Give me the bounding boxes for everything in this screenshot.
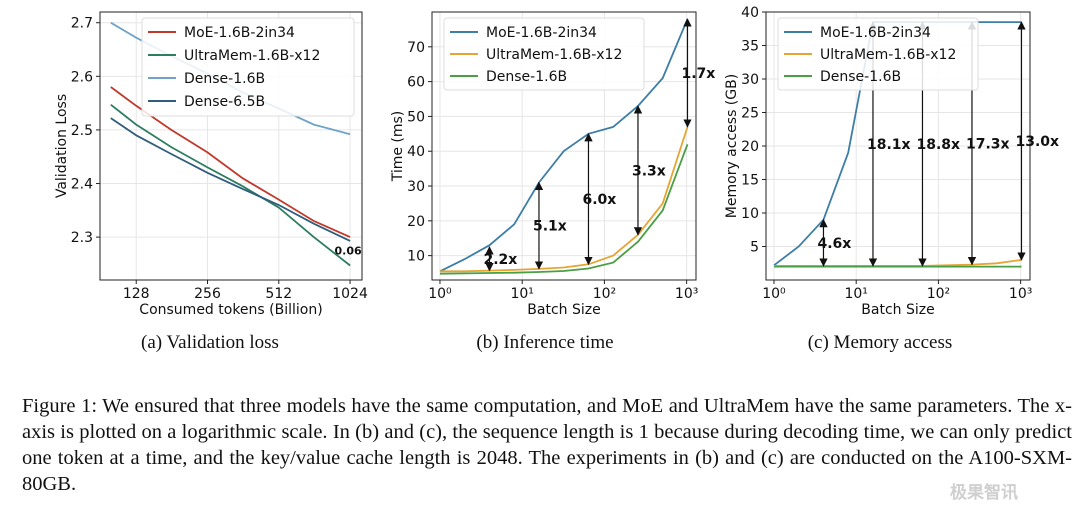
x-tick-label: 10³ [1009, 286, 1032, 302]
y-tick-label: 20 [741, 139, 759, 155]
ratio-label: 2.2x [483, 252, 517, 268]
panel-subcaption: (a) Validation loss [141, 332, 279, 353]
x-tick-label: 10⁰ [762, 286, 786, 302]
x-tick-label: 1024 [332, 286, 368, 302]
legend-label: Dense-1.6B [486, 69, 567, 85]
y-tick-label: 2.3 [71, 230, 93, 246]
panel-validation-loss: 128 256 512 1024 2.3 2.4 2.5 2.6 2.7 Consumed tok… [54, 11, 368, 353]
y-tick-label: 2.7 [71, 16, 93, 32]
legend-box [777, 17, 979, 91]
ratio-label: 5.1x [533, 219, 567, 235]
legend-label: MoE-1.6B-2in34 [486, 25, 597, 41]
y-tick-label: 30 [741, 72, 759, 88]
legend-box [141, 17, 355, 117]
ratio-label: 18.1x [867, 137, 911, 153]
x-tick-label: 10¹ [510, 286, 533, 302]
y-axis-label: Validation Loss [54, 94, 70, 198]
y-tick-label: 70 [407, 40, 425, 56]
y-tick-label: 20 [407, 214, 425, 230]
x-tick-label: 10² [593, 286, 616, 302]
gap-label: 0.06 [334, 245, 361, 258]
ratio-label: 17.3x [966, 136, 1010, 152]
plot-frame [431, 11, 697, 281]
legend-label: MoE-1.6B-2in34 [184, 25, 295, 41]
y-tick-label: 40 [407, 144, 425, 160]
x-tick-label: 10³ [675, 286, 698, 302]
legend-label: Dense-1.6B [184, 71, 265, 87]
legend-label: UltraMem-1.6B-x12 [486, 47, 622, 63]
y-tick-label: 2.6 [71, 69, 93, 85]
watermark: 极果智讯 [950, 483, 1018, 503]
y-tick-label: 35 [741, 39, 759, 55]
series-line-ultramem-1-6b-x12 [110, 103, 351, 267]
x-tick-label: 10¹ [844, 286, 867, 302]
series-line-moe-1-6b-2in34 [439, 18, 689, 273]
legend-label: MoE-1.6B-2in34 [820, 25, 931, 41]
ratio-label: 18.8x [916, 137, 960, 153]
ratio-label: 3.3x [632, 163, 666, 179]
series-line-ultramem-1-6b-x12 [440, 126, 689, 273]
plot-frame [99, 11, 363, 281]
y-tick-label: 5 [750, 240, 759, 256]
panel-inference-time: 10⁰ 10¹ 10² 10³ 10 20 30 40 50 60 70 Batch Size Time… [390, 11, 715, 353]
x-tick-label: 512 [265, 286, 292, 302]
y-tick-label: 10 [407, 249, 425, 265]
ratio-label: 6.0x [582, 192, 616, 208]
legend-label: Dense-6.5B [184, 94, 265, 110]
panel-subcaption: (b) Inference time [476, 332, 613, 353]
x-axis-label: Batch Size [861, 302, 934, 318]
panel-memory-access: 10⁰ 10¹ 10² 10³ 5 10 15 20 25 30 35 40 Batch Size Mem… [724, 5, 1059, 353]
x-axis-label: Batch Size [527, 302, 600, 318]
x-tick-label: 10² [927, 286, 950, 302]
y-axis-label: Memory access (GB) [724, 74, 740, 218]
panel-subcaption: (c) Memory access [808, 332, 953, 353]
x-tick-label: 128 [123, 286, 150, 302]
y-tick-label: 2.5 [71, 123, 93, 139]
series-line-dense-1-6b [439, 143, 689, 275]
ratio-label: 4.6x [817, 236, 851, 252]
y-tick-label: 10 [741, 206, 759, 222]
figure-caption: Figure 1: We ensured that three models h… [22, 395, 1072, 495]
x-axis-label: Consumed tokens (Billion) [139, 302, 322, 318]
x-tick-label: 10⁰ [428, 286, 452, 302]
legend-label: UltraMem-1.6B-x12 [820, 47, 956, 63]
legend-box [443, 17, 645, 91]
y-tick-label: 25 [741, 106, 759, 122]
legend-label: Dense-1.6B [820, 69, 901, 85]
y-tick-label: 60 [407, 75, 425, 91]
y-tick-label: 50 [407, 109, 425, 125]
series-line-ultramem-1-6b-x12 [774, 259, 1022, 267]
x-tick-label: 256 [194, 286, 221, 302]
y-axis-label: Time (ms) [390, 111, 406, 183]
y-tick-label: 15 [741, 173, 759, 189]
ratio-label: 13.0x [1015, 134, 1059, 150]
y-tick-label: 2.4 [71, 177, 93, 193]
y-tick-label: 40 [741, 5, 759, 21]
series-line-dense-6-5b [110, 117, 351, 242]
legend-label: UltraMem-1.6B-x12 [184, 48, 320, 64]
ratio-label: 1.7x [681, 66, 715, 82]
y-tick-label: 30 [407, 179, 425, 195]
